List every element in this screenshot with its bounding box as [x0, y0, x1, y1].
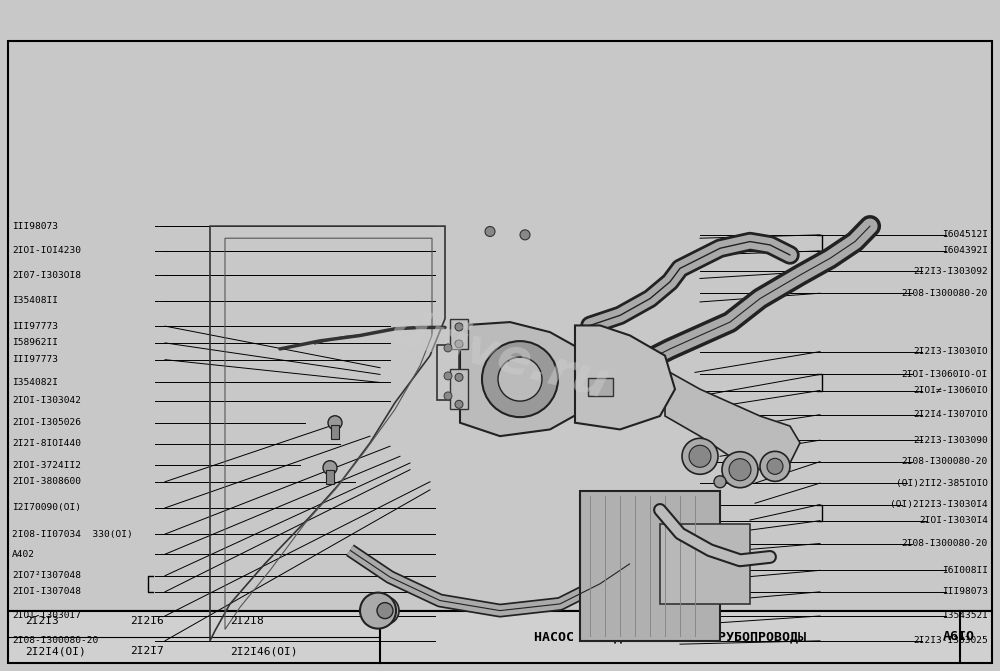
Text: III98073: III98073 — [942, 587, 988, 597]
Text: I2I70090(OI): I2I70090(OI) — [12, 503, 81, 513]
Text: A6IO: A6IO — [943, 631, 975, 643]
Circle shape — [714, 476, 726, 488]
Polygon shape — [575, 325, 675, 429]
Circle shape — [360, 592, 396, 629]
Text: 2I08-I300080-20: 2I08-I300080-20 — [902, 539, 988, 548]
Circle shape — [455, 373, 463, 381]
Bar — [326, 470, 334, 484]
Text: drive.ru: drive.ru — [386, 303, 614, 408]
Text: III98073: III98073 — [12, 221, 58, 231]
Text: 2I2I3-I303090: 2I2I3-I303090 — [913, 435, 988, 445]
Text: (OI)2II2-385IOIO: (OI)2II2-385IOIO — [896, 478, 988, 488]
Circle shape — [760, 452, 790, 481]
Circle shape — [371, 597, 399, 625]
Text: 2I08-I300080-20: 2I08-I300080-20 — [902, 289, 988, 298]
Bar — [450, 369, 468, 409]
Circle shape — [498, 357, 542, 401]
Text: III97773: III97773 — [12, 321, 58, 331]
Polygon shape — [460, 322, 590, 436]
Bar — [450, 319, 468, 349]
Text: 2I2I3-I303092: 2I2I3-I303092 — [913, 266, 988, 276]
Text: 2I2I8: 2I2I8 — [230, 616, 264, 626]
Text: 2IOI-I3030I4: 2IOI-I3030I4 — [919, 516, 988, 525]
Text: 2IOI-IOI4230: 2IOI-IOI4230 — [12, 246, 81, 256]
Text: 2I2I4(OI): 2I2I4(OI) — [25, 646, 86, 656]
Bar — [331, 425, 339, 439]
Bar — [8, 611, 992, 663]
Text: 2IOI-3808600: 2IOI-3808600 — [12, 477, 81, 486]
Bar — [588, 378, 613, 396]
Text: НАСОС   ВОДЯНОЙ   И   ТРУБОПРОВОДЫ: НАСОС ВОДЯНОЙ И ТРУБОПРОВОДЫ — [534, 630, 806, 644]
Text: 2I08-II07034  330(OI): 2I08-II07034 330(OI) — [12, 529, 133, 539]
Circle shape — [455, 340, 463, 348]
Circle shape — [377, 603, 393, 619]
Circle shape — [455, 401, 463, 409]
Text: I604392I: I604392I — [942, 246, 988, 256]
Text: 2IOI-I303042: 2IOI-I303042 — [12, 396, 81, 405]
Text: I35408II: I35408II — [12, 296, 58, 305]
Circle shape — [482, 341, 558, 417]
Text: 2IOI-I305026: 2IOI-I305026 — [12, 418, 81, 427]
Text: 2IO7²I307048: 2IO7²I307048 — [12, 571, 81, 580]
Text: 2I2I-8IOI440: 2I2I-8IOI440 — [12, 439, 81, 448]
Circle shape — [682, 438, 718, 474]
Circle shape — [323, 461, 337, 474]
Text: I604512I: I604512I — [942, 230, 988, 240]
Text: 2I07-I303OI8: 2I07-I303OI8 — [12, 270, 81, 280]
Text: 2IOI-I307048: 2IOI-I307048 — [12, 587, 81, 597]
Text: 2IOI-I3030I7: 2IOI-I3030I7 — [12, 611, 81, 621]
Text: (OI)2I2I3-I3030I4: (OI)2I2I3-I3030I4 — [890, 500, 988, 509]
Text: 2IOI-3724II2: 2IOI-3724II2 — [12, 460, 81, 470]
Circle shape — [722, 452, 758, 488]
Text: 2I2I3-I303025: 2I2I3-I303025 — [913, 636, 988, 646]
Circle shape — [689, 446, 711, 467]
Circle shape — [328, 416, 342, 429]
Circle shape — [455, 323, 463, 331]
Text: 2I2I3: 2I2I3 — [25, 616, 59, 626]
Circle shape — [485, 227, 495, 236]
Bar — [660, 524, 750, 604]
Circle shape — [444, 392, 452, 400]
Text: 2IOI≠-I3060IO: 2IOI≠-I3060IO — [913, 386, 988, 395]
Bar — [437, 345, 459, 400]
Text: A402: A402 — [12, 550, 35, 559]
Text: III97773: III97773 — [12, 355, 58, 364]
Polygon shape — [655, 362, 800, 470]
Circle shape — [444, 372, 452, 380]
Circle shape — [444, 344, 452, 352]
Text: I58962II: I58962II — [12, 338, 58, 348]
Text: 2I2I6: 2I2I6 — [130, 616, 164, 626]
Bar — [8, 41, 992, 611]
Text: I354352I: I354352I — [942, 611, 988, 621]
Bar — [580, 491, 720, 641]
Circle shape — [729, 459, 751, 480]
Circle shape — [520, 230, 530, 240]
Text: I354082I: I354082I — [12, 378, 58, 387]
Text: 2I08-I300080-20: 2I08-I300080-20 — [902, 457, 988, 466]
Text: 2IOI-I3060IO-OI: 2IOI-I3060IO-OI — [902, 370, 988, 379]
Text: 2I2I3-I3030IO: 2I2I3-I3030IO — [913, 347, 988, 356]
Text: 2I2I4-I307OIO: 2I2I4-I307OIO — [913, 410, 988, 419]
Text: 2I08-I300080-20: 2I08-I300080-20 — [12, 636, 98, 646]
Text: I6I008II: I6I008II — [942, 566, 988, 575]
Text: 2I2I46(OI): 2I2I46(OI) — [230, 646, 298, 656]
Text: 2I2I7: 2I2I7 — [130, 646, 164, 656]
Circle shape — [767, 458, 783, 474]
